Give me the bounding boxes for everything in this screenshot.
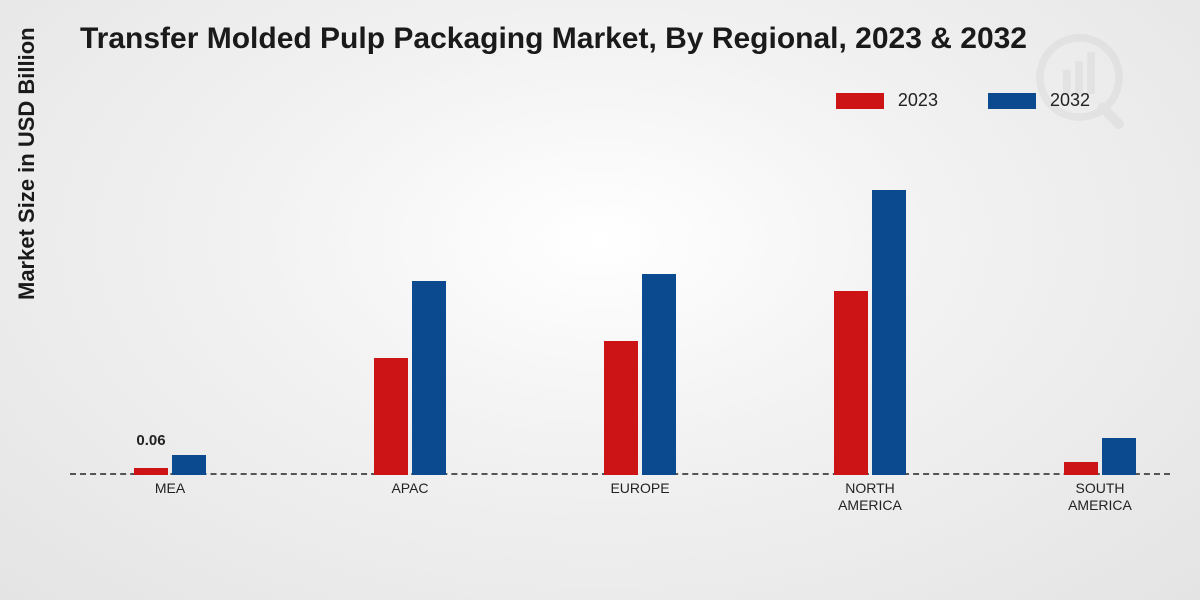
legend-item-2023: 2023 [836,90,938,111]
chart-title: Transfer Molded Pulp Packaging Market, B… [80,22,1027,56]
bar-group-mea [110,455,230,475]
legend-swatch-2023 [836,93,884,109]
legend-label-2023: 2023 [898,90,938,111]
legend-label-2032: 2032 [1050,90,1090,111]
legend-item-2032: 2032 [988,90,1090,111]
data-label-mea: 0.06 [136,432,165,449]
bar-2032-north_america [872,190,906,475]
bar-2032-europe [642,274,676,475]
bar-2032-apac [412,281,446,475]
legend-swatch-2032 [988,93,1036,109]
x-axis-labels: MEA APAC EUROPE NORTHAMERICA SOUTHAMERICA [70,480,1170,540]
chart-canvas: Transfer Molded Pulp Packaging Market, B… [0,0,1200,600]
bar-group-apac [350,281,470,475]
plot-area: 0.06 [70,140,1170,475]
bar-2023-south_america [1064,462,1098,475]
bar-2023-europe [604,341,638,475]
bar-2023-north_america [834,291,868,475]
x-label-europe: EUROPE [570,480,710,497]
bar-group-north_america [810,190,930,475]
legend: 2023 2032 [836,90,1090,111]
bar-2032-mea [172,455,206,475]
y-axis-label: Market Size in USD Billion [14,27,40,300]
x-label-south_america: SOUTHAMERICA [1030,480,1170,514]
bar-group-south_america [1040,438,1160,475]
watermark-logo-icon [1030,28,1140,138]
x-label-north_america: NORTHAMERICA [800,480,940,514]
bar-group-europe [580,274,700,475]
bar-2032-south_america [1102,438,1136,475]
bar-2023-apac [374,358,408,475]
bar-2023-mea [134,468,168,475]
x-label-apac: APAC [340,480,480,497]
x-label-mea: MEA [100,480,240,497]
